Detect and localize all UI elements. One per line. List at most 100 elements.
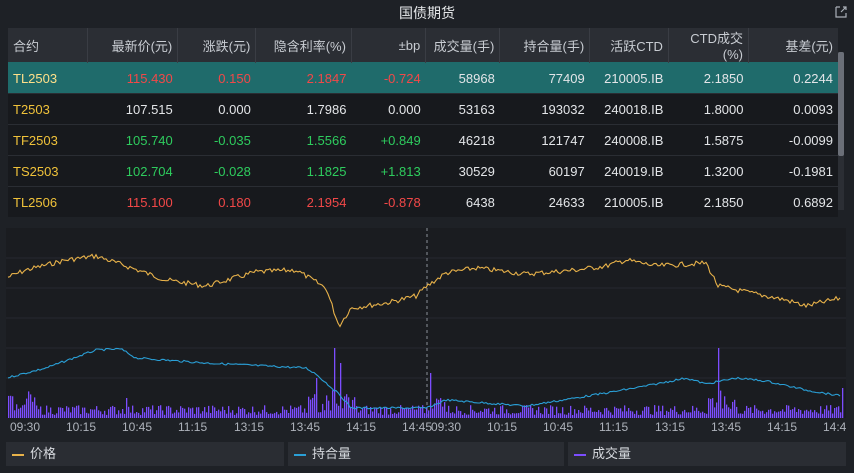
volume-bar — [146, 406, 148, 418]
volume-bar — [90, 409, 92, 418]
col-ctd-pct[interactable]: CTD成交(%) — [668, 28, 750, 63]
volume-bar — [200, 413, 202, 418]
volume-bar — [652, 414, 654, 418]
col-ctd[interactable]: 活跃CTD — [589, 28, 669, 63]
volume-bar — [312, 397, 314, 418]
volume-bar — [248, 412, 250, 418]
volume-bar — [594, 411, 596, 418]
col-basis[interactable]: 基差(元) — [748, 28, 838, 63]
table-row[interactable]: TL2506 115.100 0.180 2.1954 -0.878 6438 … — [8, 186, 838, 217]
col-change[interactable]: 涨跌(元) — [177, 28, 257, 63]
volume-bar — [824, 409, 826, 418]
volume-bar — [30, 394, 32, 418]
table-row[interactable]: TL2503 115.430 0.150 2.1847 -0.724 58968… — [8, 62, 838, 94]
volume-bar — [690, 412, 692, 418]
cell-rate: 2.1847 — [255, 62, 352, 94]
cell-ctd-pct: 1.8000 — [668, 93, 749, 125]
volume-bar — [230, 412, 232, 418]
volume-bar — [140, 414, 142, 418]
x-tick-label: 10:45 — [122, 420, 152, 434]
volume-bar — [818, 413, 820, 418]
cell-ctd: 240018.IB — [589, 93, 669, 125]
volume-bar — [180, 406, 182, 418]
cell-basis: 0.6892 — [748, 186, 838, 217]
volume-bar — [76, 405, 78, 418]
volume-bar — [316, 378, 318, 418]
volume-bar — [734, 399, 736, 418]
volume-bar — [300, 405, 302, 418]
volume-bar — [352, 399, 354, 418]
volume-bar — [752, 413, 754, 418]
volume-bar — [556, 406, 558, 418]
volume-bar — [20, 407, 22, 418]
volume-bar — [22, 405, 24, 418]
volume-bar — [168, 405, 170, 418]
volume-bar — [404, 408, 406, 418]
cell-change: 0.180 — [177, 186, 256, 217]
expand-icon[interactable] — [834, 5, 848, 19]
volume-bar — [828, 410, 830, 418]
volume-bar — [350, 406, 352, 418]
volume-bar — [638, 414, 640, 418]
volume-bar — [290, 405, 292, 418]
volume-bar — [318, 412, 320, 418]
volume-bar — [174, 412, 176, 418]
table-row[interactable]: TS2503 102.704 -0.028 1.1825 +1.813 3052… — [8, 155, 838, 187]
col-contract[interactable]: 合约 — [8, 28, 89, 63]
volume-bar — [104, 410, 106, 418]
cell-rate: 2.1954 — [255, 186, 352, 217]
volume-bar — [452, 412, 454, 418]
volume-bar — [68, 407, 70, 418]
volume-bar — [164, 414, 166, 418]
volume-bar — [444, 402, 446, 418]
volume-bar — [470, 405, 472, 418]
volume-bar — [588, 410, 590, 418]
col-bp[interactable]: ±bp — [351, 28, 427, 63]
cell-ctd-pct: 1.5875 — [668, 124, 749, 156]
volume-bar — [786, 405, 788, 418]
volume-bar — [738, 413, 740, 418]
volume-bar — [212, 405, 214, 418]
volume-bar — [618, 408, 620, 418]
cell-ctd-pct: 1.3200 — [668, 155, 749, 187]
volume-bar — [176, 409, 178, 418]
col-volume[interactable]: 成交量(手) — [425, 28, 501, 63]
volume-bar — [568, 412, 570, 418]
volume-bar — [280, 413, 282, 418]
cell-volume: 6438 — [425, 186, 500, 217]
volume-bar — [626, 411, 628, 418]
volume-bar — [628, 408, 630, 418]
volume-bar — [714, 407, 716, 418]
volume-bar — [270, 413, 272, 418]
volume-bar — [394, 412, 396, 418]
volume-bar — [542, 414, 544, 418]
volume-bar — [804, 410, 806, 418]
legend-oi[interactable]: 持合量 — [288, 442, 564, 466]
table-scrollbar-thumb[interactable] — [838, 52, 844, 156]
volume-swatch-icon — [574, 453, 586, 456]
volume-bar — [424, 413, 426, 418]
volume-bar — [132, 405, 134, 418]
col-rate[interactable]: 隐含利率(%) — [255, 28, 352, 63]
volume-bar — [582, 413, 584, 418]
volume-bar — [232, 410, 234, 418]
volume-bar — [526, 405, 528, 418]
legend-price[interactable]: 价格 — [6, 442, 284, 466]
cell-contract: T2503 — [8, 93, 88, 125]
volume-bar — [238, 406, 240, 418]
volume-bar — [354, 397, 356, 418]
volume-bar — [684, 409, 686, 418]
volume-bar — [412, 405, 414, 418]
volume-bar — [698, 410, 700, 418]
legend-volume[interactable]: 成交量 — [568, 442, 846, 466]
volume-bar — [410, 409, 412, 418]
volume-bar — [204, 407, 206, 418]
volume-bar — [60, 407, 62, 418]
col-oi[interactable]: 持合量(手) — [499, 28, 591, 63]
table-row[interactable]: TF2503 105.740 -0.035 1.5566 +0.849 4621… — [8, 124, 838, 156]
col-price[interactable]: 最新价(元) — [87, 28, 179, 63]
table-row[interactable]: T2503 107.515 0.000 1.7986 0.000 53163 1… — [8, 93, 838, 125]
volume-bar — [116, 414, 118, 418]
volume-bar — [254, 412, 256, 418]
volume-bar — [442, 406, 444, 418]
